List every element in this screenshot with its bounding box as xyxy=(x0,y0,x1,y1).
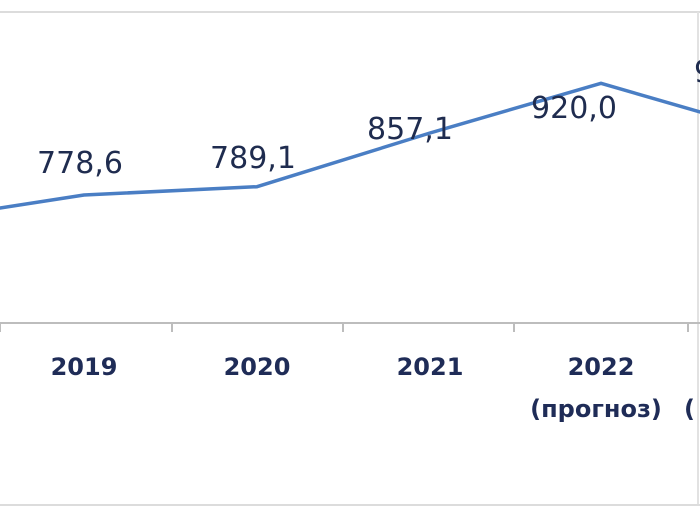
data-label: 857,1 xyxy=(367,112,453,147)
data-label: 9 xyxy=(694,55,700,90)
x-tick-labels: 2019 2020 2021 2022 (прогноз) ( xyxy=(51,353,695,423)
data-label: 920,0 xyxy=(531,91,617,126)
x-tick-label: 2021 xyxy=(397,353,464,381)
series-line xyxy=(0,81,700,210)
x-tick-label: 2020 xyxy=(224,353,291,381)
data-label: 789,1 xyxy=(210,141,296,176)
data-label: 778,6 xyxy=(37,146,123,181)
x-tick-label: 2019 xyxy=(51,353,118,381)
x-ticks xyxy=(0,323,689,332)
x-tick-sublabel: ( xyxy=(684,395,695,423)
x-tick-sublabel: (прогноз) xyxy=(530,395,662,423)
data-labels: 778,6 789,1 857,1 920,0 9 xyxy=(37,55,700,181)
x-tick-label: 2022 xyxy=(568,353,635,381)
